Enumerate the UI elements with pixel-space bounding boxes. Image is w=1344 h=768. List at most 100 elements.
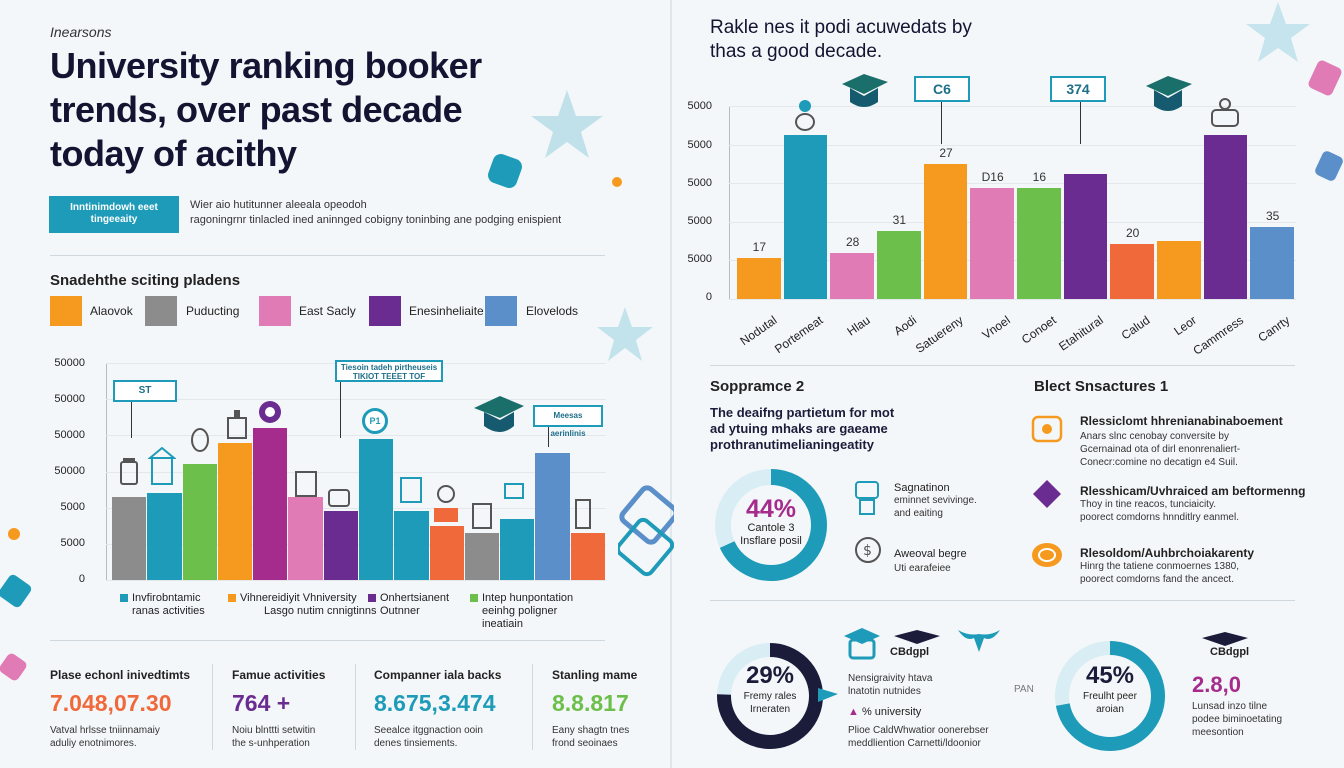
building-icon: [148, 446, 176, 485]
chart-bar: [288, 496, 323, 580]
chart-callout: Meesas aerinlinis: [533, 405, 603, 438]
stat-desc-line: the s-unhperation: [232, 738, 310, 749]
donut-percent: 45%: [1085, 662, 1135, 689]
feature-desc-line: Conecr:comine no decatign e4 Suil.: [1080, 457, 1238, 468]
stat-value: 8.8.817: [552, 690, 629, 716]
stat-title: Stanling mame: [552, 668, 638, 682]
grid-line: [106, 435, 606, 437]
legend-label: Onhertsianent: [380, 592, 450, 604]
cube-icon: [0, 574, 32, 608]
stat-value: 764 +: [232, 690, 291, 716]
grid-line: [729, 106, 1296, 107]
legend-swatch: [50, 296, 82, 326]
item-title: Aweoval begre: [894, 548, 967, 560]
y-tick: 50000: [54, 465, 85, 477]
star-icon: [531, 90, 603, 158]
x-tick-label: Portemeat: [772, 313, 826, 357]
chart-title-line: Rakle nes it podi acuwedats by: [710, 17, 972, 38]
item-desc: Uti earafeiee: [894, 563, 951, 574]
callout-line-text: TIKIOT TEEET TOF: [352, 372, 426, 381]
donut-arc: [1055, 641, 1165, 751]
stat-desc-line: Lunsad inzo tilne: [1192, 701, 1268, 712]
gem-icon: [1033, 480, 1061, 508]
legend-label: Enesinheliaite: [409, 304, 484, 318]
chart-bar: [783, 134, 828, 299]
feature-desc: Hinrg the tatiene conmoernes 1380, poore…: [1080, 560, 1239, 586]
chart-bar: [323, 511, 358, 580]
stat-desc-line: Vatval hrlsse tniinnamaiy: [50, 725, 160, 736]
stat-desc-line: Seealce itggnaction ooin: [374, 725, 483, 736]
legend-swatch: [259, 296, 291, 326]
legend-label: Puducting: [186, 304, 240, 318]
divider: [710, 365, 1295, 366]
divider: [50, 255, 605, 256]
chart-legend-item: Invfirobntamic ranas activities: [120, 592, 205, 618]
chart-bar: [112, 496, 147, 580]
donut-sub-line: Freulht peer: [1083, 691, 1137, 702]
legend-label: Elovelods: [526, 304, 579, 318]
donut-sub-line: Irneraten: [749, 704, 791, 715]
item-title: Sagnatinon: [894, 482, 950, 494]
heading-line: ad ytuing mhaks are gaeame: [710, 421, 888, 436]
chart-bar: [737, 257, 781, 299]
cube-icon: [618, 485, 674, 577]
feature-desc-line: Thoy in tine reacos, tunciaicity.: [1080, 499, 1216, 510]
legend-square: [470, 594, 478, 603]
donut-sub: Freulht peer aroian: [1060, 690, 1160, 716]
x-tick-label: Hlau: [844, 313, 873, 339]
stat-desc: Seealce itggnaction ooin denes tinsiemen…: [374, 724, 483, 750]
robot-icon: [259, 401, 281, 423]
feature-title: Rlesoldom/Auhbrchoiakarenty: [1080, 546, 1255, 560]
bar-value-label: 17: [752, 239, 766, 254]
chart-bar: [359, 438, 394, 580]
cube-icon: [0, 653, 27, 681]
feature-desc-line: poorect comdorns hnnditlry eanmel.: [1080, 512, 1239, 523]
badge-desc-line: Wier aio hutitunner aleeala opeodoh: [190, 199, 367, 211]
info-badge: Inntinimdowh eeet tingeeaity: [49, 196, 179, 233]
donut-sub: Cantole 3 Insflare posil: [722, 522, 820, 548]
donut-sub-line: Cantole 3: [747, 522, 795, 534]
stat-desc-line: Noiu blnttti setwitin: [232, 725, 316, 736]
title-line: today of acithy: [50, 133, 297, 174]
stat-desc: Vatval hrlsse tniinnamaiy aduliy enotnim…: [50, 724, 160, 750]
y-tick: 5000: [687, 100, 712, 112]
stat-desc: Eany shagtn tnes frond seoinaes: [552, 724, 629, 750]
legend-swatch: [485, 296, 517, 326]
chart-bar: [1110, 243, 1154, 299]
feature-desc-line: poorect comdorns fand the ancect.: [1080, 574, 1234, 585]
item-desc-line: and eaiting: [894, 508, 943, 519]
stat-desc-line: Eany shagtn tnes: [552, 725, 630, 736]
trophy-icon: [795, 100, 815, 131]
tower-icon: [227, 410, 247, 439]
grid-line: [106, 507, 606, 509]
y-tick: 5000: [687, 253, 712, 265]
dot-decor: [612, 177, 622, 187]
donut-percent: 44%: [745, 495, 797, 523]
legend-swatch: [145, 296, 177, 326]
cabinet-icon: [1031, 415, 1063, 443]
bull-icon: [958, 630, 1000, 652]
bar-value-label: D16: [981, 170, 1004, 185]
chart-bar: [923, 163, 968, 299]
legend-swatch: [369, 296, 401, 326]
chart-legend-item: Intep hunpontation eeinhg poligner ineat…: [470, 592, 573, 631]
x-tick-label: Satuereny: [912, 313, 966, 356]
feature-title: Rlessiclomt hhrenianabinaboement: [1080, 414, 1283, 428]
donut-foot-line: meddliention Carnetti/ldoonior: [848, 738, 981, 749]
x-tick-label: Leor: [1171, 313, 1200, 339]
x-tick-label: Conoet: [1019, 313, 1060, 347]
note-line: ▲ % university: [848, 706, 921, 718]
ship-icon: [504, 483, 524, 499]
x-tick-label: Canrty: [1255, 313, 1293, 345]
chart-bar: [1157, 241, 1201, 299]
stat-desc-line: podee biminoetating: [1192, 714, 1283, 725]
callout-line: [548, 427, 549, 447]
grid-line: [729, 183, 1296, 185]
stat-title: Plase echonl inivedtimts: [50, 668, 191, 682]
stat-value: 2.8,0: [1192, 672, 1241, 697]
lab-icon: [575, 499, 591, 529]
stat-title: Famue activities: [232, 668, 326, 682]
callout-line: [941, 102, 942, 144]
feature-desc: Thoy in tine reacos, tunciaicity. poorec…: [1080, 498, 1239, 524]
